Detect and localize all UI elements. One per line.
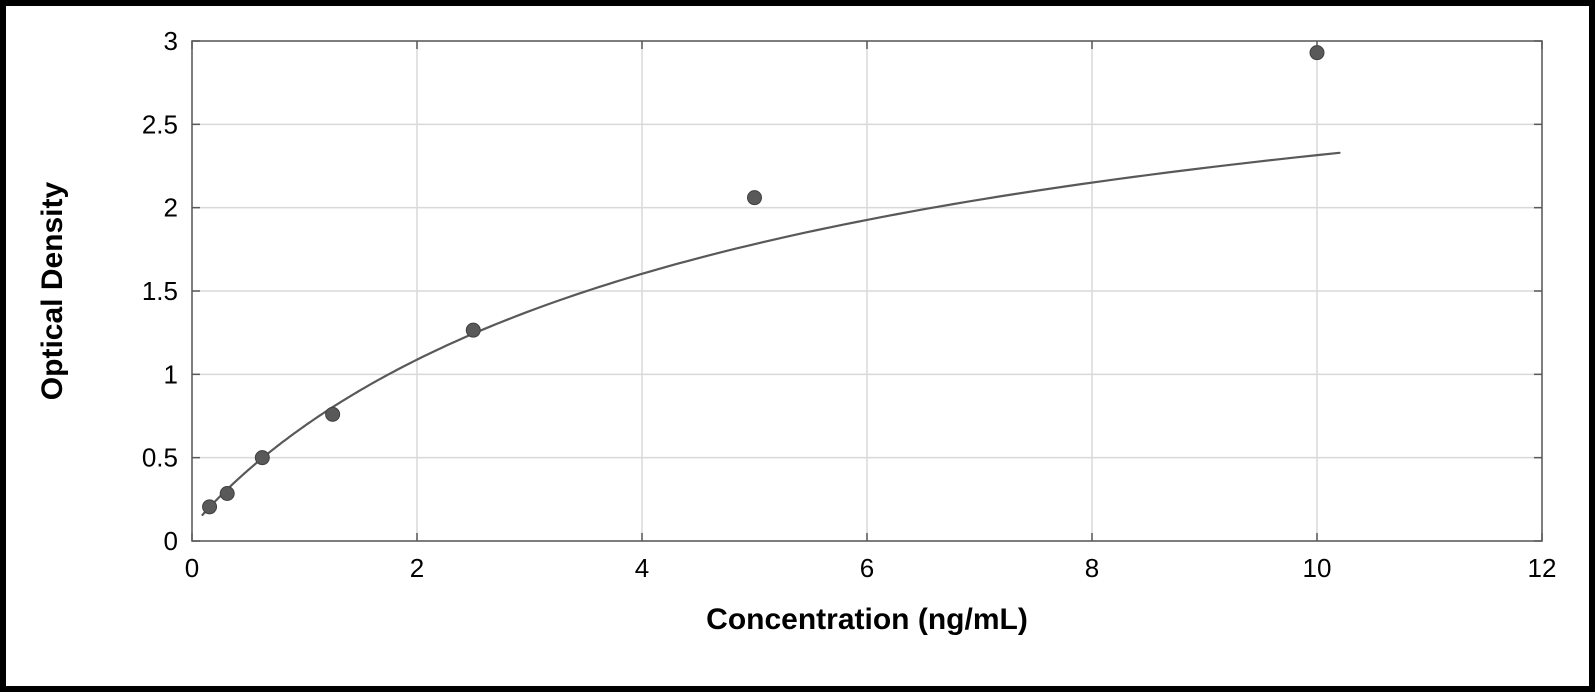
chart-svg: 0 2 4 6 8 10 12 0 0.5 1 1.5 2 2.5 3 Concentration (ng/… xyxy=(17,16,1579,676)
y-tick-label: 0.5 xyxy=(141,443,177,473)
data-point xyxy=(255,451,269,465)
chart-container: 0 2 4 6 8 10 12 0 0.5 1 1.5 2 2.5 3 Concentration (ng/… xyxy=(13,12,1583,680)
x-tick-label: 12 xyxy=(1527,553,1556,583)
y-tick-label: 1 xyxy=(163,359,177,389)
data-point xyxy=(202,500,216,514)
y-tick-label: 1.5 xyxy=(141,276,177,306)
data-point xyxy=(325,407,339,421)
x-tick-label: 2 xyxy=(409,553,423,583)
y-tick-label: 0 xyxy=(163,526,177,556)
x-tick-label: 4 xyxy=(634,553,648,583)
data-point xyxy=(220,487,234,501)
outer-frame: 0 2 4 6 8 10 12 0 0.5 1 1.5 2 2.5 3 Concentration (ng/… xyxy=(0,0,1595,692)
x-axis-label: Concentration (ng/mL) xyxy=(706,603,1028,636)
y-tick-label: 2.5 xyxy=(141,109,177,139)
data-point xyxy=(1310,46,1324,60)
y-axis-label: Optical Density xyxy=(36,181,69,400)
data-point xyxy=(466,323,480,337)
x-tick-label: 8 xyxy=(1084,553,1098,583)
x-tick-label: 6 xyxy=(859,553,873,583)
x-tick-label: 10 xyxy=(1302,553,1331,583)
data-point xyxy=(747,191,761,205)
x-tick-label: 0 xyxy=(184,553,198,583)
y-tick-label: 3 xyxy=(163,26,177,56)
y-tick-label: 2 xyxy=(163,193,177,223)
